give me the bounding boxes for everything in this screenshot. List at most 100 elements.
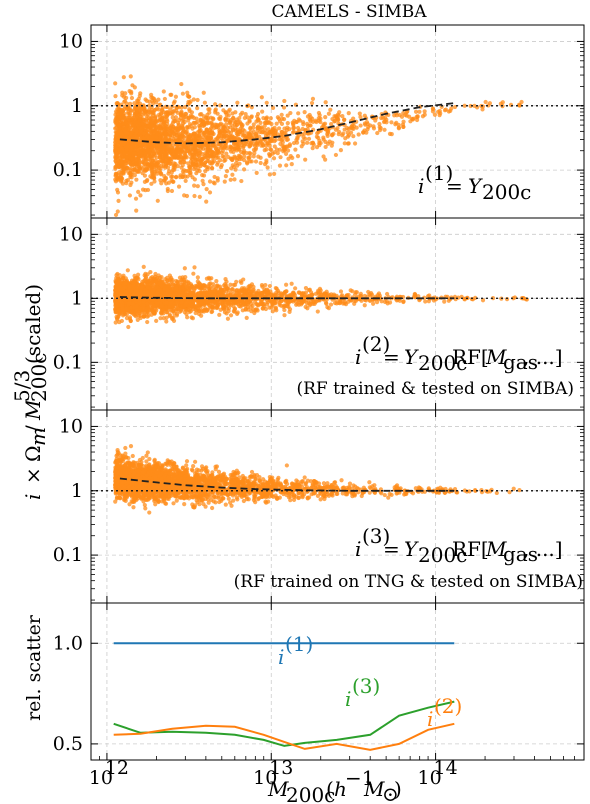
scatter-point bbox=[201, 130, 206, 135]
scatter-point bbox=[358, 123, 363, 128]
scatter-point bbox=[293, 286, 298, 291]
scatter-point bbox=[300, 126, 305, 132]
scatter-point bbox=[148, 143, 153, 149]
scatter-point bbox=[152, 129, 157, 134]
scatter-point bbox=[240, 127, 246, 132]
scatter-point bbox=[191, 115, 196, 120]
scatter-point bbox=[129, 95, 135, 101]
scatter-point bbox=[269, 147, 274, 152]
scatter-point bbox=[172, 155, 177, 160]
scatter-point bbox=[117, 114, 122, 119]
scatter-point bbox=[161, 146, 166, 151]
scatter-point bbox=[113, 172, 119, 178]
scatter-point bbox=[169, 133, 175, 138]
scatter-point bbox=[179, 109, 184, 114]
scatter-point bbox=[205, 135, 210, 141]
scatter-point bbox=[208, 147, 213, 152]
scatter-point bbox=[151, 151, 156, 156]
scatter-point bbox=[213, 110, 218, 115]
scatter-point bbox=[154, 100, 159, 105]
scatter-point bbox=[309, 100, 315, 106]
scatter-point bbox=[281, 146, 287, 151]
scatter-point bbox=[316, 110, 322, 116]
scatter-point bbox=[193, 141, 198, 146]
scatter-point bbox=[117, 156, 123, 161]
scatter-point bbox=[132, 151, 137, 156]
scatter-point bbox=[303, 157, 308, 162]
scatter-point bbox=[259, 95, 264, 100]
scatter-point bbox=[255, 118, 260, 123]
scatter-point bbox=[239, 178, 244, 184]
scatter-point bbox=[128, 74, 133, 79]
scatter-point bbox=[200, 178, 205, 183]
scatter-point bbox=[145, 319, 150, 325]
scatter-point bbox=[230, 111, 235, 116]
scatter-point bbox=[149, 134, 154, 139]
scatter-point bbox=[235, 100, 240, 105]
scatter-point bbox=[318, 140, 323, 146]
scatter-point bbox=[195, 97, 200, 103]
scatter-point bbox=[154, 166, 159, 171]
scatter-point bbox=[246, 103, 251, 108]
scatter-point bbox=[401, 110, 406, 116]
scatter-point bbox=[262, 162, 268, 167]
scatter-point bbox=[243, 141, 248, 147]
scatter-point bbox=[242, 158, 247, 163]
scatter-point bbox=[189, 123, 194, 128]
scatter-point bbox=[172, 99, 177, 104]
scatter-point bbox=[277, 302, 282, 307]
scatter-point bbox=[284, 163, 289, 168]
scatter-point bbox=[192, 177, 197, 182]
scatter-point bbox=[293, 147, 298, 152]
scatter-point bbox=[200, 172, 205, 178]
scatter-point bbox=[165, 110, 170, 116]
scatter-point bbox=[163, 175, 168, 181]
scatter-point bbox=[333, 127, 339, 132]
scatter-point bbox=[124, 95, 129, 100]
scatter-point bbox=[145, 112, 151, 117]
scatter-point bbox=[190, 150, 195, 155]
scatter-point bbox=[219, 163, 224, 168]
scatter-point bbox=[232, 154, 237, 159]
scatter-point bbox=[207, 107, 212, 112]
scatter-point bbox=[224, 169, 230, 174]
scatter-point bbox=[205, 118, 210, 123]
scatter-point bbox=[287, 309, 292, 314]
scatter-point bbox=[404, 113, 409, 118]
scatter-point bbox=[278, 155, 283, 160]
scatter-point bbox=[130, 163, 135, 168]
scatter-point bbox=[218, 121, 223, 126]
scatter-point bbox=[368, 123, 373, 128]
scatter-point bbox=[122, 99, 127, 104]
scatter-point bbox=[256, 154, 261, 159]
scatter-point bbox=[159, 158, 164, 163]
scatter-point bbox=[305, 306, 310, 311]
scatter-point bbox=[295, 135, 300, 140]
scatter-point bbox=[115, 190, 121, 195]
scatter-point bbox=[246, 133, 252, 138]
scatter-point bbox=[187, 164, 192, 169]
scatter-point bbox=[267, 129, 273, 135]
scatter-point bbox=[167, 157, 173, 162]
scatter-point bbox=[120, 168, 125, 173]
scatter-point bbox=[130, 116, 135, 121]
scatter-point bbox=[253, 146, 259, 151]
scatter-point bbox=[277, 147, 282, 152]
scatter-point bbox=[121, 157, 126, 162]
scatter-point bbox=[166, 169, 172, 174]
scatter-point bbox=[290, 130, 296, 135]
scatter-point bbox=[158, 134, 163, 140]
scatter-point bbox=[280, 140, 285, 145]
scatter-point bbox=[396, 126, 401, 131]
scatter-point bbox=[117, 164, 122, 169]
scatter-point bbox=[364, 130, 369, 135]
scatter-point bbox=[160, 115, 165, 121]
scatter-point bbox=[161, 89, 166, 94]
scatter-point bbox=[157, 126, 162, 131]
scatter-point bbox=[147, 149, 152, 154]
scatter-point bbox=[173, 126, 178, 131]
scatter-point bbox=[249, 159, 254, 164]
